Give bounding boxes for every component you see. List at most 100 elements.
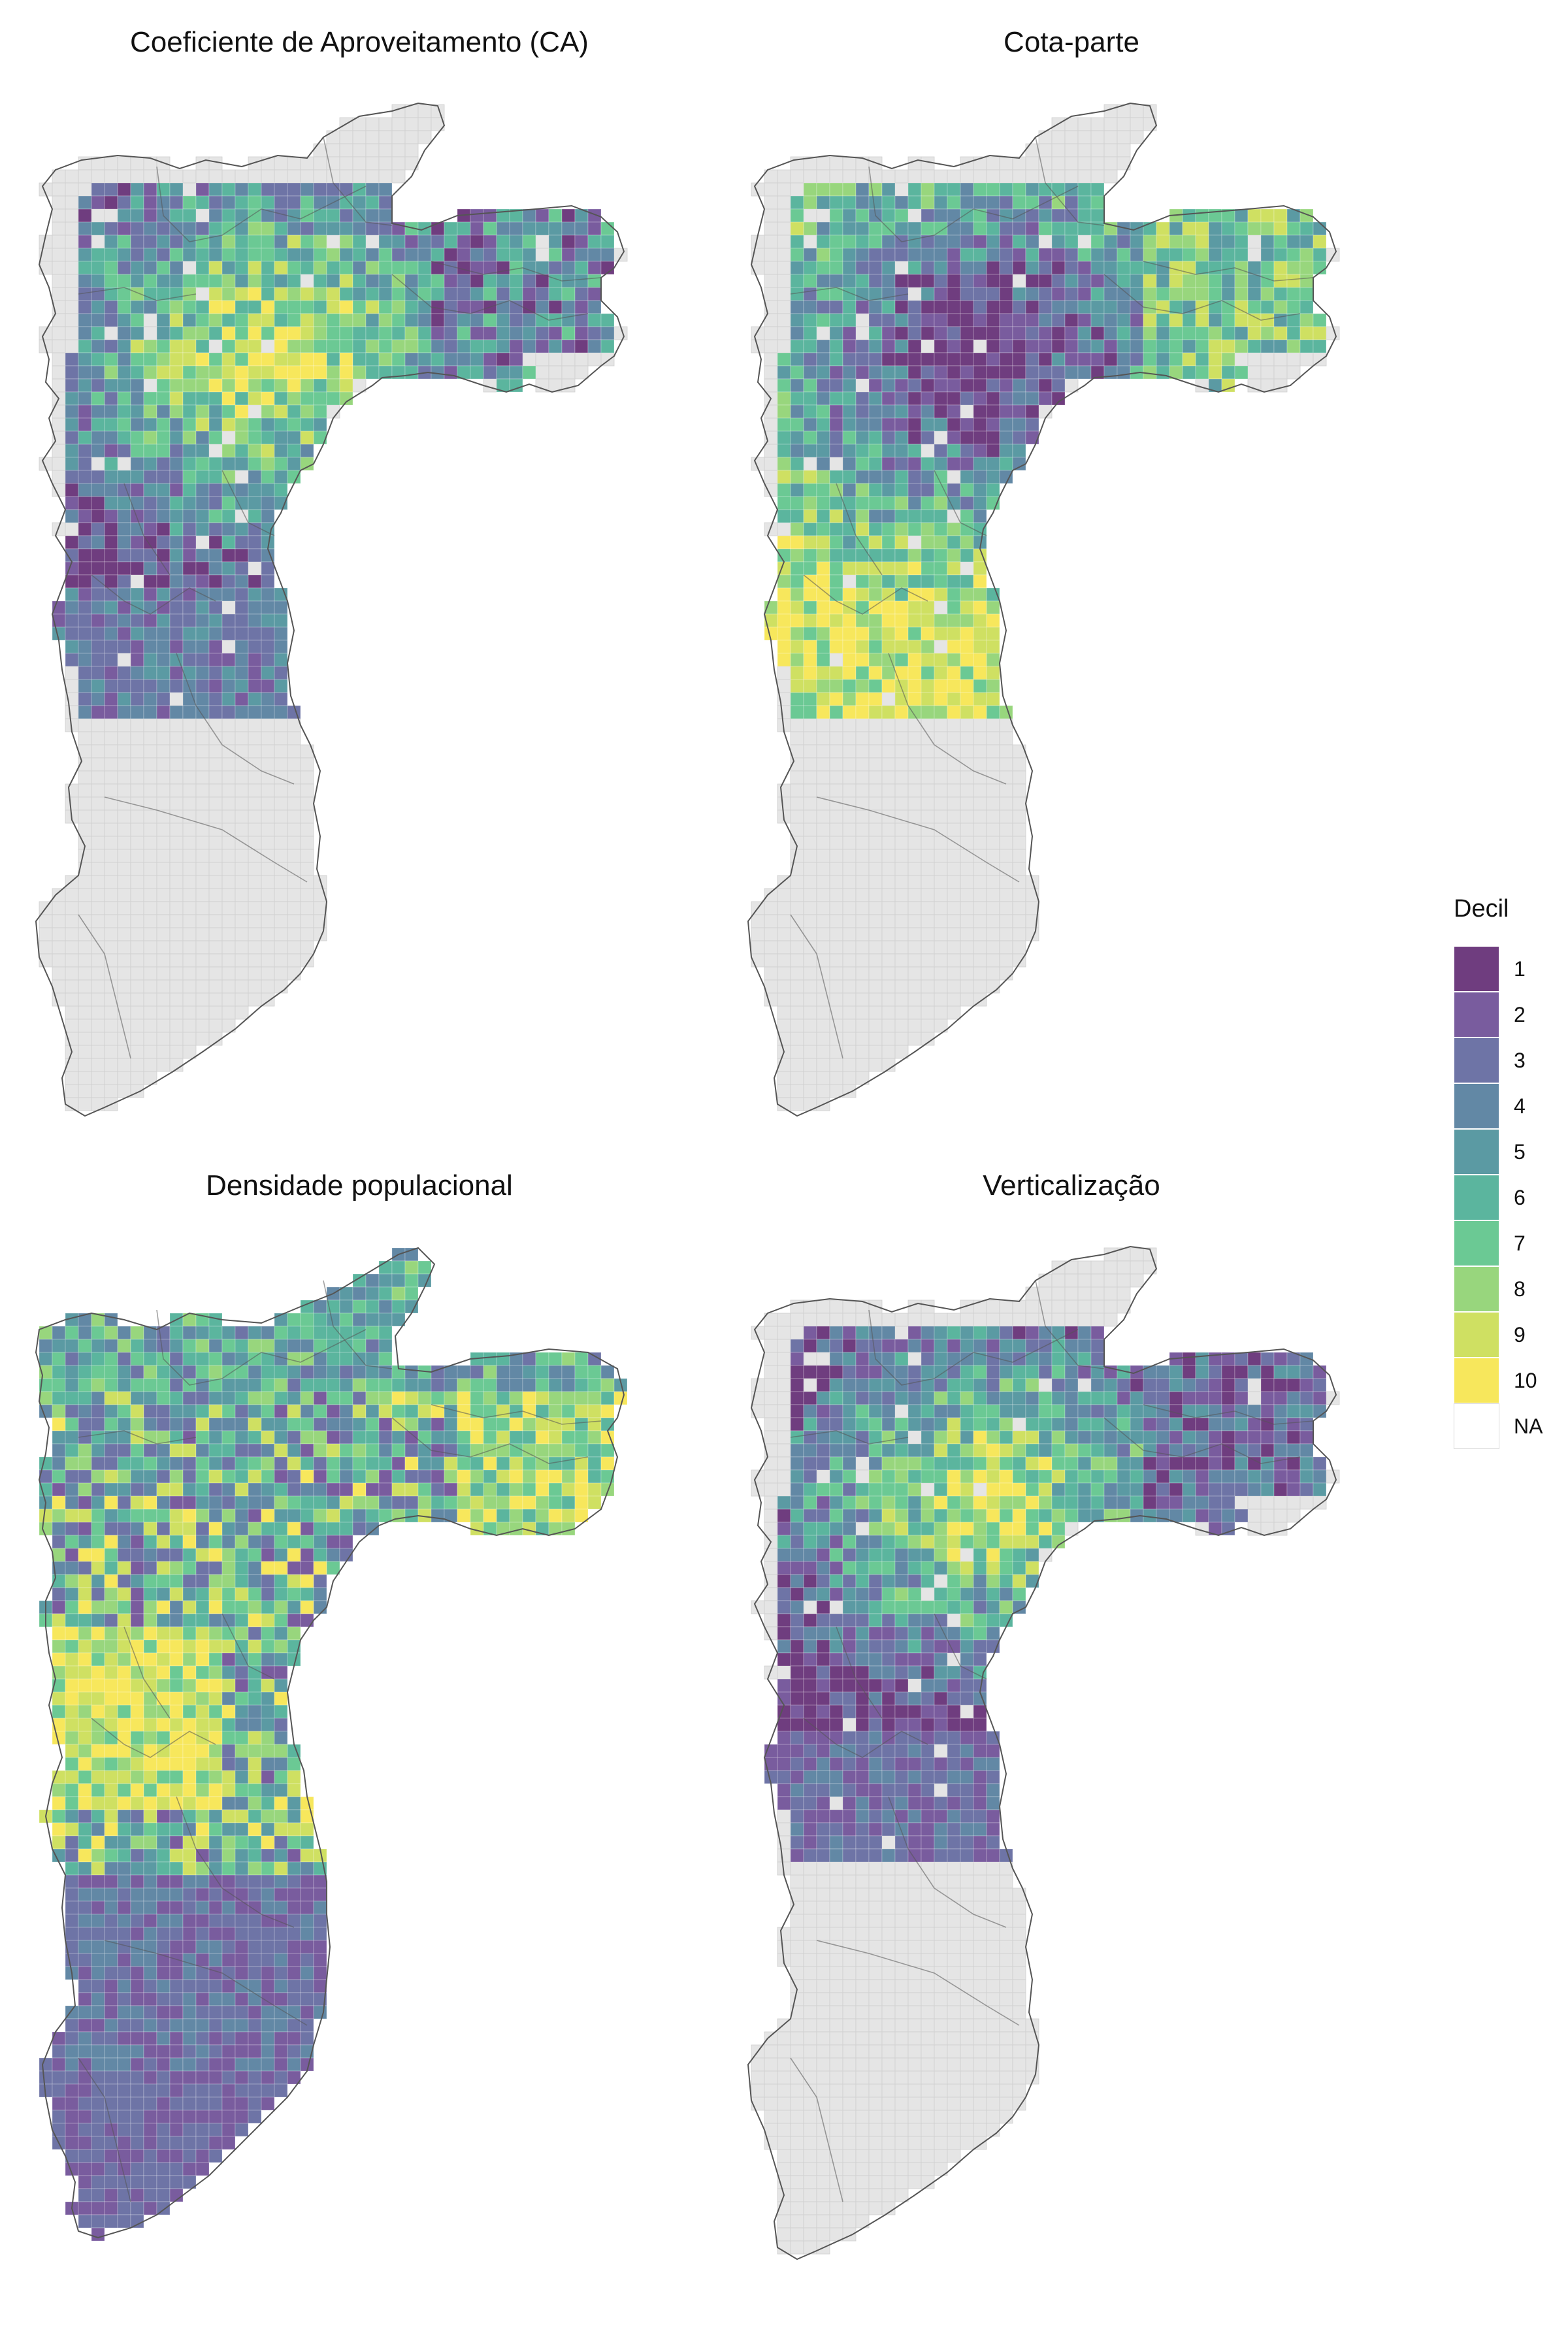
data-cell — [78, 1691, 92, 1706]
data-cell — [483, 1456, 497, 1471]
data-cell — [1103, 261, 1118, 275]
data-cell — [986, 613, 1000, 628]
data-cell — [1299, 221, 1314, 236]
grid-cell — [947, 849, 961, 863]
data-cell — [156, 1574, 171, 1588]
grid-cell — [777, 261, 791, 275]
data-cell — [842, 705, 857, 719]
data-cell — [208, 1626, 223, 1641]
data-cell — [1103, 313, 1118, 327]
grid-cell — [208, 849, 223, 863]
data-cell — [1156, 365, 1170, 380]
data-cell — [1169, 326, 1183, 340]
data-cell — [143, 2110, 157, 2124]
data-cell — [221, 1744, 236, 1758]
data-cell — [907, 561, 922, 576]
data-cell — [287, 1901, 301, 1915]
data-cell — [78, 391, 92, 406]
grid-cell — [842, 809, 857, 824]
data-cell — [816, 339, 830, 353]
data-cell — [470, 1430, 484, 1445]
data-cell — [444, 1430, 458, 1445]
data-cell — [91, 1901, 105, 1915]
data-cell — [248, 1430, 262, 1445]
data-cell — [235, 1352, 249, 1366]
grid-cell — [777, 1084, 791, 1098]
grid-cell — [1286, 365, 1301, 380]
data-cell — [274, 365, 288, 380]
data-cell — [973, 235, 987, 249]
data-cell — [91, 1456, 105, 1471]
data-cell — [300, 352, 314, 367]
data-cell — [947, 548, 961, 563]
data-cell — [169, 1835, 184, 1850]
data-cell — [300, 1430, 314, 1445]
grid-cell — [829, 914, 843, 928]
grid-cell — [195, 875, 210, 889]
data-cell — [117, 1574, 131, 1588]
data-cell — [52, 1587, 66, 1601]
grid-cell — [274, 953, 288, 968]
data-cell — [248, 1391, 262, 1405]
data-cell — [78, 444, 92, 458]
data-cell — [391, 1495, 406, 1510]
data-cell — [881, 248, 896, 262]
data-cell — [522, 1495, 536, 1510]
data-cell — [1012, 391, 1026, 406]
data-cell — [130, 1992, 144, 2006]
grid-cell — [78, 1032, 92, 1046]
data-cell — [195, 1770, 210, 1784]
data-cell — [143, 1495, 157, 1510]
data-cell — [790, 221, 804, 236]
grid-cell — [947, 169, 961, 184]
data-cell — [894, 653, 909, 667]
data-cell — [182, 326, 197, 340]
grid-cell — [130, 966, 144, 981]
data-cell — [261, 1339, 275, 1353]
data-cell — [65, 457, 79, 471]
data-cell — [143, 1992, 157, 2006]
data-cell — [1247, 208, 1262, 223]
data-cell — [378, 1456, 393, 1471]
data-cell — [274, 1509, 288, 1523]
data-cell — [1260, 274, 1275, 288]
data-cell — [1103, 235, 1118, 249]
data-cell — [156, 1626, 171, 1641]
data-cell — [208, 1678, 223, 1693]
data-cell — [1064, 261, 1079, 275]
data-cell — [313, 417, 327, 432]
grid-cell — [130, 914, 144, 928]
data-cell — [195, 1691, 210, 1706]
data-cell — [261, 2070, 275, 2085]
grid-cell — [764, 352, 778, 367]
data-cell — [1051, 235, 1066, 249]
data-cell — [1299, 326, 1314, 340]
data-cell — [117, 470, 131, 484]
data-cell — [182, 1796, 197, 1810]
data-cell — [248, 2097, 262, 2111]
data-cell — [300, 1482, 314, 1497]
data-cell — [248, 2083, 262, 2098]
data-cell — [143, 483, 157, 497]
data-cell — [261, 248, 275, 262]
grid-cell — [182, 862, 197, 876]
data-cell — [522, 1391, 536, 1405]
grid-cell — [91, 1005, 105, 1020]
data-cell — [1247, 339, 1262, 353]
data-cell — [1221, 287, 1235, 301]
grid-cell — [182, 1005, 197, 1020]
data-cell — [365, 365, 380, 380]
grid-cell — [104, 744, 118, 759]
grid-cell — [365, 130, 380, 144]
data-cell — [391, 1482, 406, 1497]
data-cell — [287, 300, 301, 314]
data-cell — [195, 679, 210, 693]
data-cell — [78, 417, 92, 432]
data-cell — [130, 2097, 144, 2111]
grid-cell — [208, 888, 223, 902]
grid-cell — [261, 718, 275, 732]
grid-cell — [947, 953, 961, 968]
data-cell — [907, 339, 922, 353]
data-cell — [300, 235, 314, 249]
grid-cell — [881, 783, 896, 798]
